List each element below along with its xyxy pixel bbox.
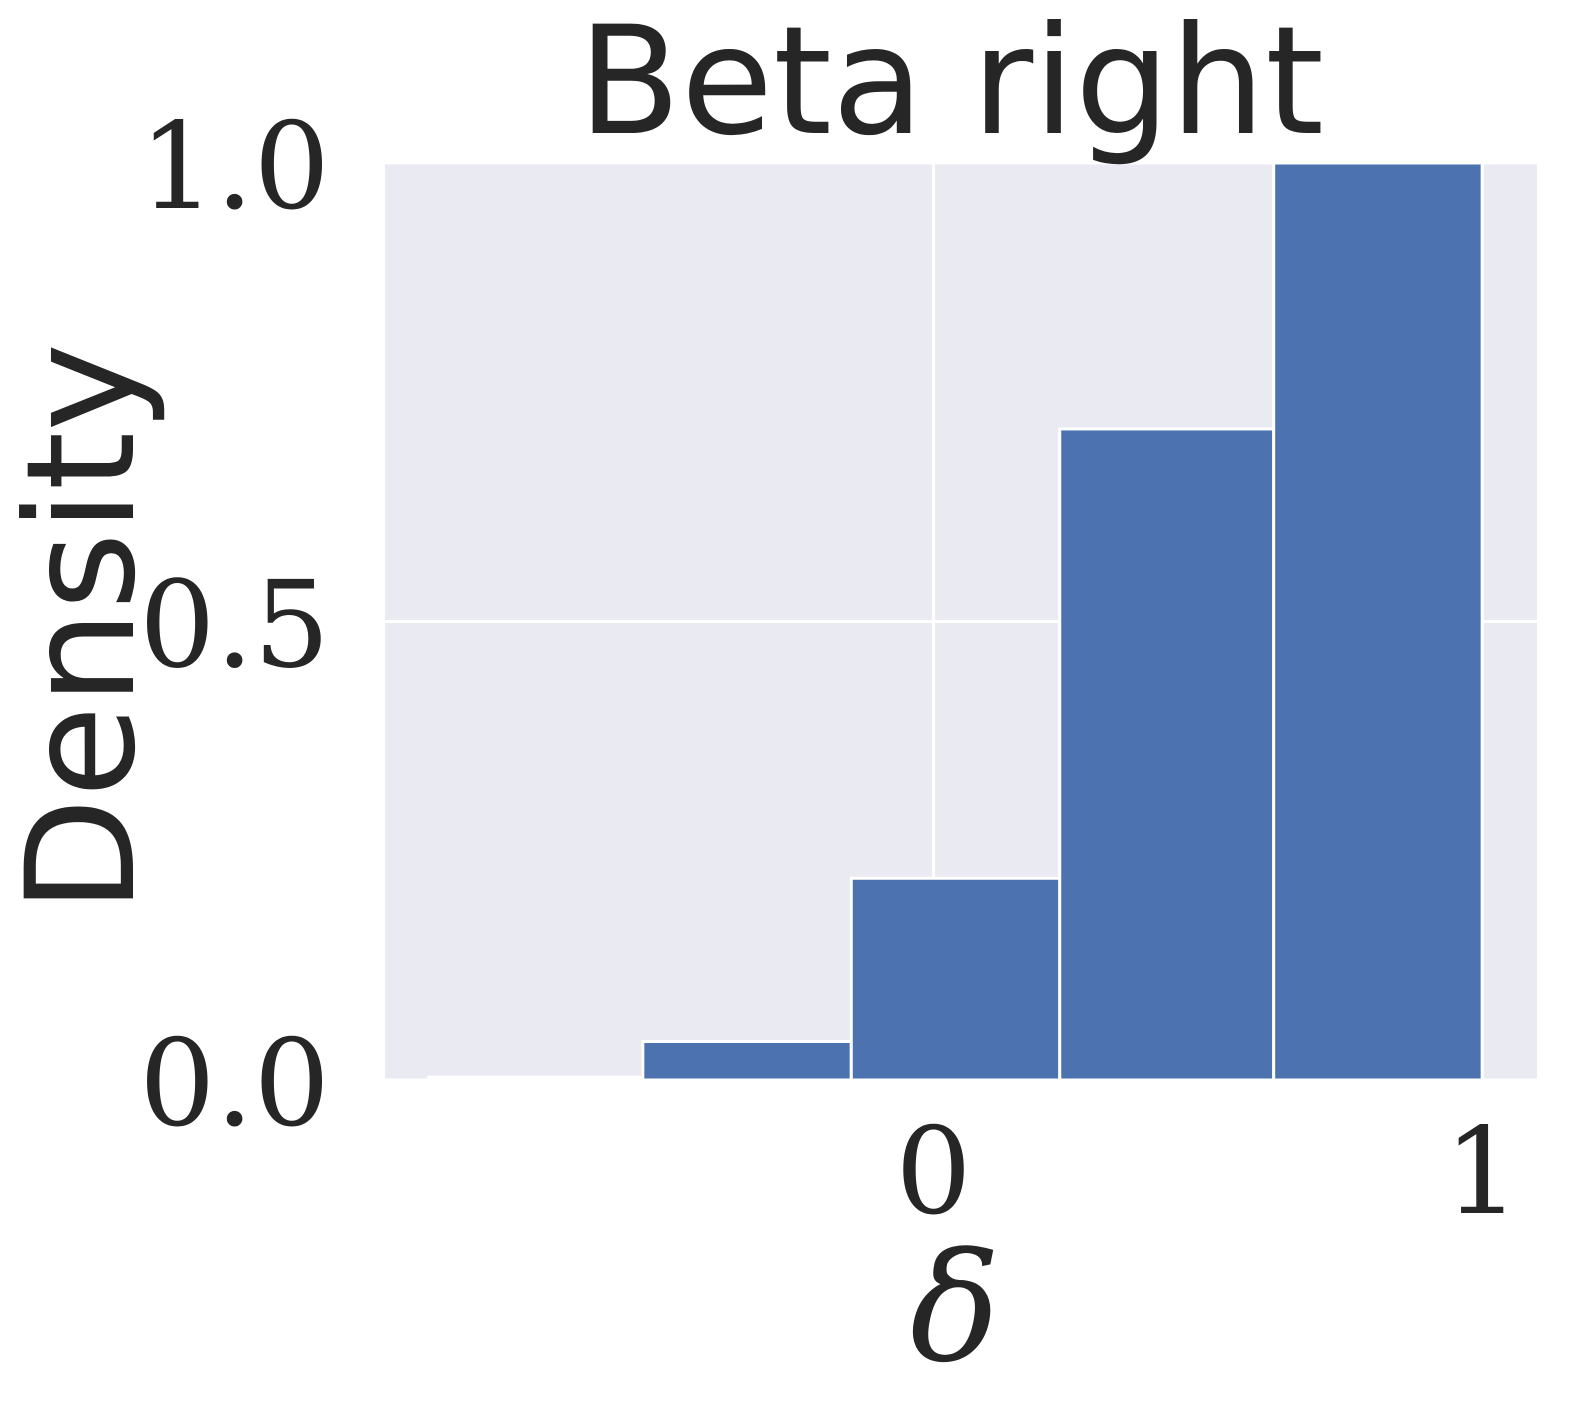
y-tick-label: 0.0 [139, 1015, 330, 1154]
y-tick-label: 1.0 [139, 98, 330, 237]
x-tick-label: 0 [895, 1103, 971, 1242]
x-tick-label: 1 [1444, 1103, 1520, 1242]
histogram-bar [849, 876, 1062, 1082]
y-tick-label: 0.5 [139, 557, 330, 696]
histogram-bar [641, 1039, 853, 1082]
histogram-bar [1272, 161, 1484, 1082]
x-axis-label: δ [910, 1222, 1000, 1396]
histogram-bar [427, 1075, 645, 1082]
histogram-bar [1058, 427, 1276, 1082]
bars [427, 161, 1484, 1082]
y-axis-label: Density [0, 343, 169, 913]
chart-title: Beta right [578, 0, 1324, 169]
y-axis-ticks: 0.0 0.5 1.0 [139, 98, 330, 1154]
